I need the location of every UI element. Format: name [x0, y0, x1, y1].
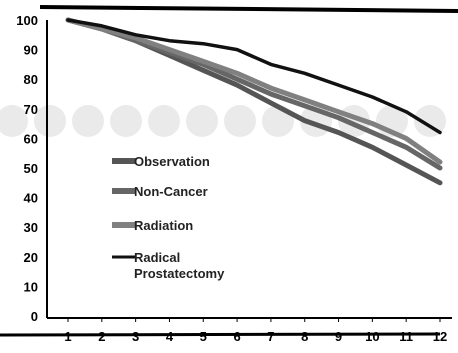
x-tick-marks: [67, 318, 441, 322]
y-tick-label: 40: [24, 191, 38, 206]
y-tick-label: 0: [31, 309, 38, 324]
legend-label: Radical Prostatectomy: [134, 250, 225, 281]
y-tick-label: 20: [24, 250, 38, 265]
watermark-seal-icon: [186, 105, 218, 137]
x-tick-label: 7: [267, 329, 274, 344]
legend-label: Observation: [134, 154, 210, 169]
y-tick-label: 50: [24, 161, 38, 176]
series-lines: [65, 17, 443, 186]
x-tick-label: 11: [399, 329, 413, 344]
decorative-frame: [0, 5, 458, 337]
legend: Observation Non-Cancer Radiation Radical Pro…: [112, 154, 225, 281]
x-tick-label: 1: [64, 329, 71, 344]
y-tick-label: 70: [24, 102, 38, 117]
watermark-band: [0, 105, 446, 137]
series-line-radiation: [65, 17, 443, 165]
y-tick-label: 10: [24, 279, 38, 294]
series-line-radical: [66, 18, 442, 135]
watermark-seal-icon: [148, 105, 180, 137]
x-tick-label: 6: [233, 329, 240, 344]
x-tick-label: 9: [335, 329, 342, 344]
top-border-line: [39, 5, 458, 13]
y-tick-label: 80: [24, 72, 38, 87]
bottom-border-line: [0, 332, 441, 337]
watermark-seal-icon: [110, 105, 142, 137]
x-tick-label: 12: [433, 329, 447, 344]
x-tick-label: 2: [98, 329, 105, 344]
watermark-seal-icon: [414, 105, 446, 137]
y-tick-label: 60: [24, 131, 38, 146]
legend-label: Non-Cancer: [134, 184, 208, 199]
watermark-seal-icon: [72, 105, 104, 137]
y-tick-label: 90: [24, 43, 38, 58]
x-tick-label: 3: [132, 329, 139, 344]
y-tick-labels: 0 10 20 30 40 50 60 70 80 90 100: [16, 13, 38, 324]
x-tick-label: 10: [365, 329, 379, 344]
watermark-seal-icon: [34, 105, 66, 137]
legend-label: Radiation: [134, 218, 193, 233]
y-tick-label: 30: [24, 220, 38, 235]
y-tick-label: 100: [16, 13, 38, 28]
x-tick-labels: 1 2 3 4 5 6 7 8 9 10 11 12: [64, 329, 447, 344]
x-tick-label: 4: [166, 329, 174, 344]
x-tick-label: 8: [301, 329, 308, 344]
watermark-seal-icon: [0, 105, 28, 137]
x-tick-label: 5: [200, 329, 207, 344]
watermark-seal-icon: [224, 105, 256, 137]
